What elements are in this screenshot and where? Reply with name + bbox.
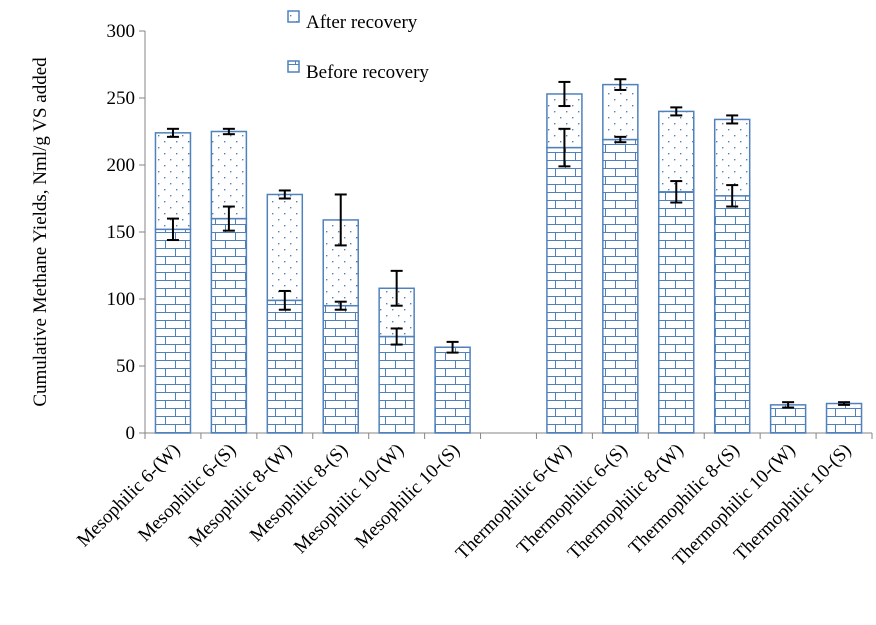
x-tick-label: Mesophilic 6-(W)	[73, 440, 184, 551]
bar-before-recovery	[210, 217, 248, 434]
y-tick-label: 50	[116, 356, 135, 377]
y-tick-label: 250	[107, 88, 136, 109]
legend-label-after-recovery: After recovery	[306, 12, 418, 33]
x-tick-label: Mesophilic 6-(S)	[134, 440, 240, 546]
error-bars	[166, 78, 851, 409]
x-tick-label: Mesophilic 8-(W)	[185, 440, 296, 551]
legend-item-before-recovery: Before recovery	[287, 60, 429, 83]
bar-before-recovery	[546, 146, 583, 434]
x-tick-label: Mesophilic 8-(S)	[246, 440, 352, 546]
legend: After recovery Before recovery	[287, 10, 429, 83]
bar-after-recovery	[154, 132, 192, 231]
y-tick-label: 200	[107, 155, 136, 176]
y-tick-label: 100	[107, 289, 136, 310]
bar-before-recovery	[713, 195, 751, 434]
bar-before-recovery	[154, 228, 192, 434]
bar-after-recovery	[266, 193, 304, 302]
bar-before-recovery	[434, 346, 471, 434]
y-tick-label: 300	[107, 21, 136, 42]
bar-after-recovery	[602, 83, 639, 141]
bar-before-recovery	[378, 335, 415, 434]
bar-before-recovery	[322, 304, 359, 434]
axes	[139, 30, 873, 439]
x-tick-label: Mesophilic 10-(S)	[351, 440, 464, 553]
bar-before-recovery	[658, 191, 695, 434]
legend-swatch-before-recovery	[287, 60, 300, 73]
bar-before-recovery	[825, 402, 863, 434]
legend-swatch-after-recovery	[287, 10, 300, 23]
bar-before-recovery	[602, 138, 639, 434]
legend-item-after-recovery: After recovery	[287, 10, 418, 33]
bar-after-recovery	[210, 130, 248, 220]
bar-before-recovery	[769, 404, 807, 434]
y-tick-label: 0	[126, 423, 136, 444]
bar-after-recovery	[713, 118, 751, 197]
y-tick-label: 150	[107, 222, 136, 243]
legend-label-before-recovery: Before recovery	[306, 62, 429, 83]
y-axis-label: Cumulative Methane Yields, Nml/g VS adde…	[30, 57, 51, 407]
bar-before-recovery	[266, 299, 304, 434]
bars	[154, 83, 863, 434]
bar-after-recovery	[658, 110, 695, 193]
